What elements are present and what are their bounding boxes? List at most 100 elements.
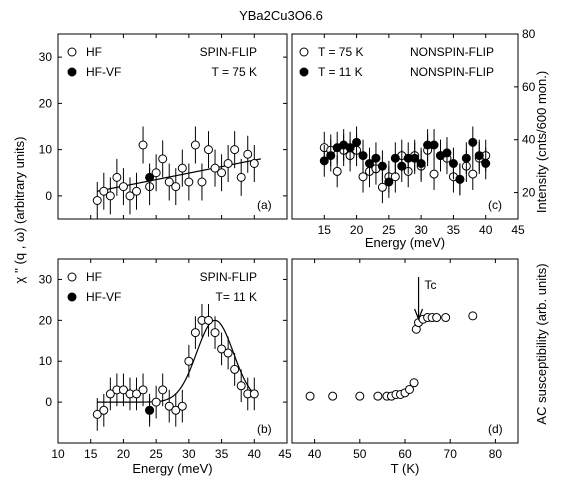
data-point-filled bbox=[345, 143, 355, 153]
data-point-filled bbox=[481, 159, 491, 168]
data-point-open bbox=[164, 401, 174, 411]
data-point-open bbox=[118, 385, 128, 395]
data-point-filled bbox=[416, 159, 426, 168]
legend-label-suffix: NONSPIN-FLIP bbox=[410, 45, 494, 59]
legend-label: HF bbox=[86, 45, 102, 59]
legend-marker bbox=[67, 47, 77, 57]
data-point-open bbox=[112, 172, 122, 182]
legend-label: HF bbox=[86, 270, 102, 284]
data-point-open bbox=[132, 186, 142, 196]
panel-annotation: T = 75 K bbox=[212, 65, 257, 79]
y-tick-label-c: 80 bbox=[522, 27, 536, 41]
x-tick-label-b: 10 bbox=[51, 447, 65, 461]
x-tick-label-b: 40 bbox=[248, 447, 262, 461]
panel-tag-b: (b) bbox=[257, 422, 272, 436]
x-tick-label-b: 20 bbox=[117, 447, 131, 461]
data-point-open bbox=[377, 182, 387, 192]
y-tick-label-c: 20 bbox=[522, 186, 536, 200]
panel-tag-d: (d) bbox=[488, 422, 503, 436]
data-point-filled bbox=[448, 159, 458, 168]
x-tick-label-c: 15 bbox=[318, 223, 332, 237]
x-tick-label-d: 70 bbox=[444, 447, 458, 461]
x-tick-label-b: 45 bbox=[278, 447, 292, 461]
data-point-filled bbox=[461, 153, 471, 163]
y-tick-label-b: 30 bbox=[39, 272, 53, 286]
legend-label-suffix: NONSPIN-FLIP bbox=[410, 65, 494, 79]
data-point-filled bbox=[371, 153, 381, 163]
data-point-open bbox=[243, 149, 253, 159]
x-tick-label-b: 30 bbox=[182, 447, 196, 461]
panel-frame-a bbox=[57, 33, 288, 220]
panel-annotation: SPIN-FLIP bbox=[200, 45, 257, 59]
x-axis-label-c: Energy (meV) bbox=[365, 235, 445, 250]
legend-marker bbox=[299, 47, 309, 57]
data-point-filled bbox=[145, 405, 155, 415]
y-tick-label-b: 10 bbox=[39, 354, 53, 368]
data-point-open bbox=[441, 313, 451, 323]
right-y-axis-label-c: Intensity (cnts/600 mon.) bbox=[534, 71, 549, 213]
data-point-filled bbox=[468, 137, 478, 147]
data-point-filled bbox=[358, 151, 368, 161]
data-point-open bbox=[409, 378, 419, 388]
data-point-open bbox=[236, 172, 246, 182]
y-tick-label-a: 20 bbox=[39, 96, 53, 110]
x-tick-label-d: 60 bbox=[398, 447, 412, 461]
data-point-filled bbox=[319, 156, 329, 166]
data-point-open bbox=[203, 145, 213, 155]
panel-tag-c: (c) bbox=[488, 198, 502, 212]
legend-marker bbox=[67, 67, 77, 77]
data-point-open bbox=[158, 154, 168, 164]
data-point-open bbox=[249, 389, 259, 399]
data-point-filled bbox=[352, 137, 362, 147]
x-tick-label-b: 35 bbox=[215, 447, 229, 461]
data-point-open bbox=[132, 389, 142, 399]
data-point-open bbox=[190, 140, 200, 150]
data-point-filled bbox=[326, 151, 336, 161]
data-point-open bbox=[217, 344, 227, 354]
panel-annotation: T= 11 K bbox=[216, 290, 257, 304]
data-point-open bbox=[405, 384, 415, 394]
data-point-filled bbox=[429, 140, 439, 150]
data-point-filled bbox=[377, 161, 387, 171]
data-point-open bbox=[210, 328, 220, 338]
data-point-open bbox=[332, 166, 342, 176]
figure-title: YBa2Cu3O6.6 bbox=[239, 8, 323, 23]
data-point-filled bbox=[410, 153, 420, 163]
data-point-open bbox=[230, 145, 240, 155]
data-point-open bbox=[105, 191, 115, 201]
y-tick-label-a: 0 bbox=[45, 189, 52, 203]
data-point-open bbox=[92, 196, 102, 205]
data-point-open bbox=[184, 177, 194, 187]
x-tick-label-c: 30 bbox=[414, 223, 428, 237]
x-tick-label-b: 25 bbox=[149, 447, 163, 461]
tc-arrow-head bbox=[414, 308, 424, 321]
data-point-filled bbox=[442, 148, 452, 158]
data-point-open bbox=[468, 311, 478, 321]
data-point-filled bbox=[397, 161, 407, 171]
data-point-open bbox=[373, 391, 383, 401]
y-tick-label-a: 10 bbox=[39, 143, 53, 157]
data-point-open bbox=[138, 385, 148, 395]
x-tick-label-d: 40 bbox=[308, 447, 322, 461]
legend-marker bbox=[67, 292, 77, 302]
data-point-open bbox=[305, 391, 315, 401]
panel-frame-d bbox=[291, 258, 519, 444]
panel-d: 40 50 60 70 80 T (K) Tc (d) bbox=[291, 258, 519, 476]
legend-label: T = 75 K bbox=[318, 45, 363, 59]
data-point-open bbox=[249, 159, 259, 168]
panel-frame-b bbox=[57, 258, 288, 444]
data-point-open bbox=[358, 172, 368, 182]
data-point-filled bbox=[364, 159, 374, 168]
data-point-filled bbox=[390, 153, 400, 163]
panel-annotation: SPIN-FLIP bbox=[200, 270, 257, 284]
x-tick-label-c: 35 bbox=[447, 223, 461, 237]
x-axis-label-d: T (K) bbox=[391, 461, 420, 476]
panel-frame-c bbox=[291, 33, 519, 220]
legend-marker bbox=[299, 67, 309, 77]
data-point-open bbox=[210, 163, 220, 173]
data-point-open bbox=[171, 405, 181, 415]
data-point-open bbox=[151, 397, 161, 407]
data-point-open bbox=[138, 140, 148, 150]
